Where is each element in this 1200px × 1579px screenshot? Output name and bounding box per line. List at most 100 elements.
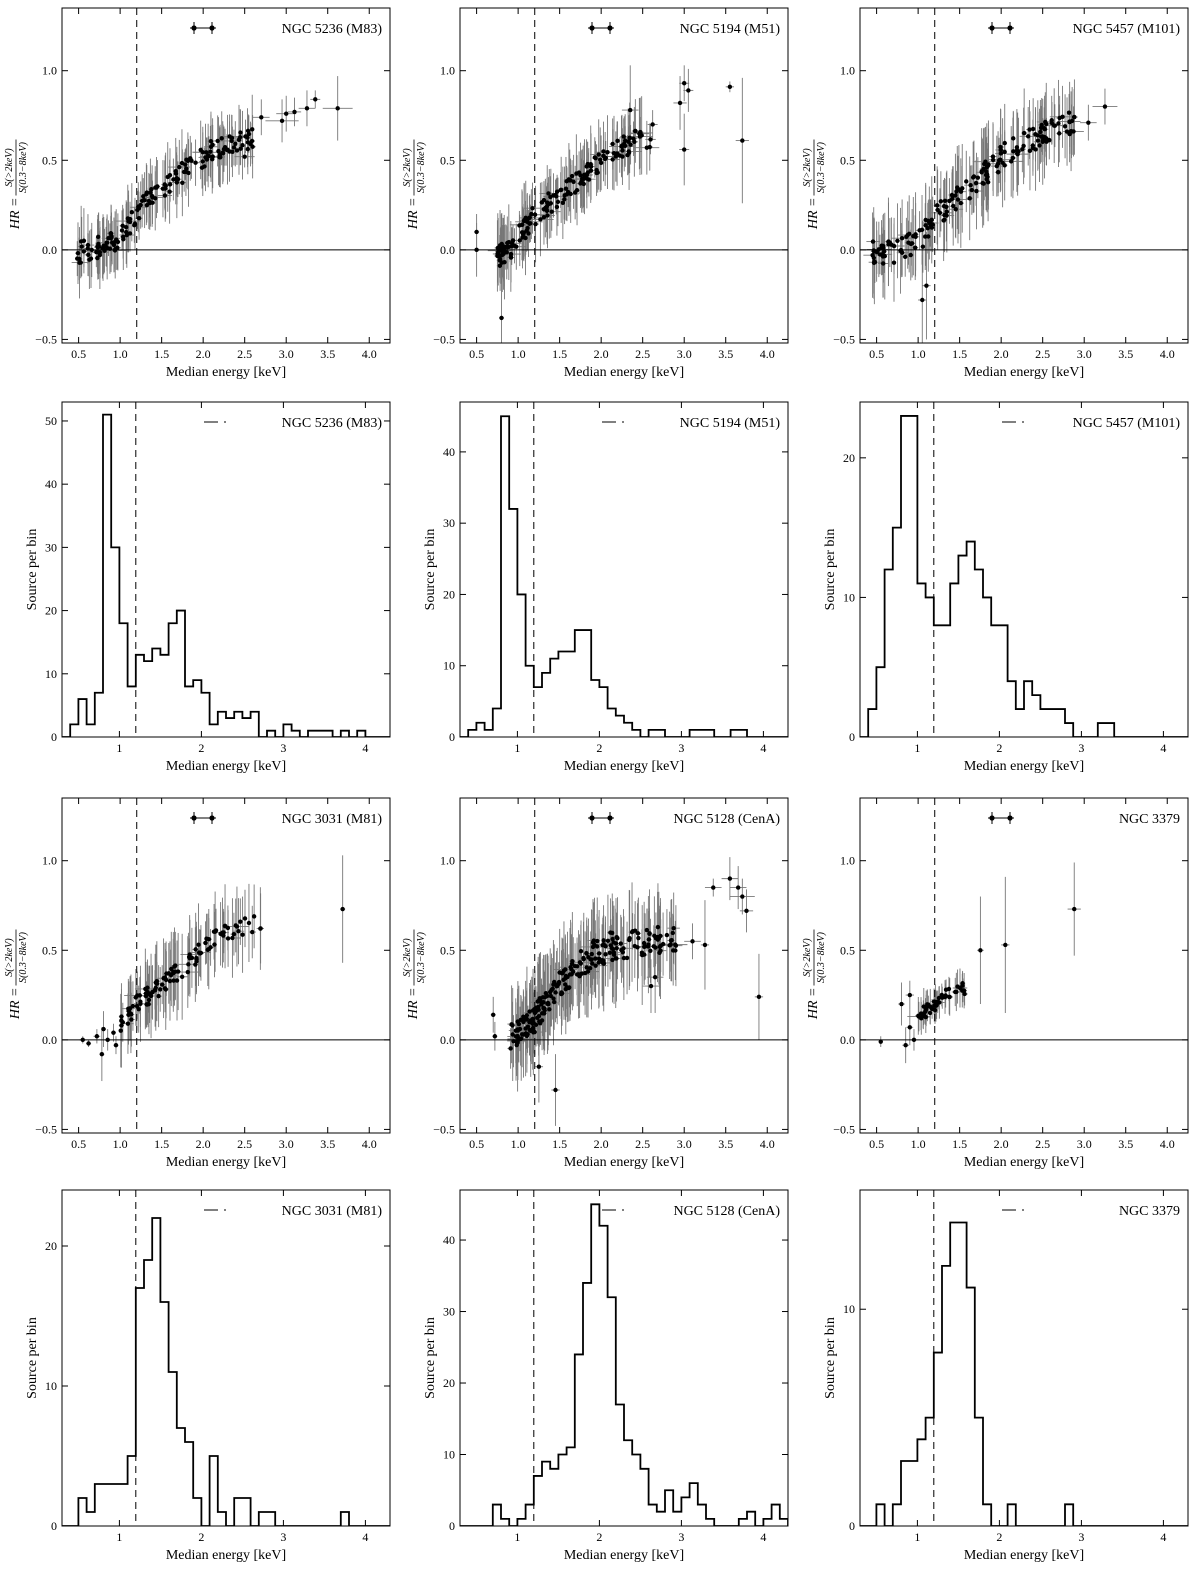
data-point [547, 989, 553, 995]
plot-area [62, 1190, 390, 1526]
hr-scatter-3: 0.5 1.0 1.5 2.0 2.5 3.0 3.5 4.0 −0.5 0.0 0.5 1.0 Med… [802, 7, 1189, 380]
axes-frame [459, 7, 789, 344]
y-axis-label: Source per bin [25, 529, 40, 611]
x-tick-label: 3 [678, 741, 684, 755]
data-point [222, 924, 228, 929]
data-point [1040, 134, 1045, 139]
data-point [1071, 129, 1076, 134]
data-point [598, 160, 604, 166]
legend-label: NGC 5194 (M51) [680, 416, 781, 431]
y-axis-label-numerator: S(>2keV) [802, 938, 813, 977]
y-tick-label: 0.5 [840, 153, 855, 167]
data-point [163, 977, 169, 983]
data-point [193, 962, 198, 967]
data-point [525, 225, 530, 231]
legend-label: NGC 5128 (CenA) [673, 812, 780, 827]
data-point [304, 106, 310, 111]
data-point [990, 154, 996, 159]
data-point [167, 173, 173, 178]
data-point [913, 245, 918, 250]
data-point [870, 239, 876, 244]
data-point [220, 150, 226, 156]
data-point [669, 937, 674, 943]
data-point [174, 978, 180, 983]
data-point [932, 1007, 938, 1013]
data-point [955, 984, 960, 989]
axes-frame [61, 1189, 391, 1527]
data-point [664, 932, 670, 938]
data-point [517, 238, 522, 243]
data-point [233, 923, 238, 928]
data-point [510, 1032, 515, 1037]
data-point [238, 134, 243, 140]
data-point [682, 81, 687, 86]
data-point [508, 254, 514, 259]
data-point [240, 143, 245, 148]
x-tick-label: 0.5 [469, 1137, 484, 1151]
legend: NGC 5194 (M51) [602, 416, 780, 431]
data-point [601, 938, 606, 943]
legend-label: NGC 3379 [1119, 812, 1180, 827]
data-point [756, 994, 762, 1000]
data-point [560, 970, 565, 976]
data-point [1025, 134, 1031, 139]
data-point [558, 187, 564, 193]
x-tick-label: 0.5 [71, 1137, 86, 1151]
data-point [618, 941, 623, 946]
data-point [86, 252, 91, 258]
data-point [673, 942, 678, 947]
legend-marker [589, 25, 595, 31]
x-tick-label: 1.0 [911, 347, 926, 361]
data-point [1010, 155, 1016, 161]
data-point [148, 190, 153, 195]
data-point [530, 1021, 535, 1027]
axes-frame [459, 401, 789, 738]
y-axis-label-numerator: S(>2keV) [802, 148, 813, 187]
data-point [77, 260, 82, 265]
x-tick-label: 2 [596, 1530, 602, 1544]
y-axis-label-hr: HR = [406, 198, 421, 231]
data-point [590, 961, 595, 966]
x-tick-label: 4 [760, 1530, 766, 1544]
legend-marker [1007, 25, 1013, 31]
data-point [95, 255, 100, 261]
data-point [937, 1000, 942, 1005]
data-point [920, 244, 926, 249]
legend: NGC 5457 (M101) [988, 22, 1180, 37]
data-point [1049, 120, 1055, 126]
x-tick-label: 1.5 [552, 347, 567, 361]
data-point [655, 937, 661, 942]
data-point [167, 189, 172, 194]
x-axis-label: Median energy [keV] [564, 365, 684, 380]
data-point [231, 145, 237, 150]
data-point [545, 1000, 551, 1006]
data-point [652, 974, 658, 980]
data-point [520, 232, 526, 237]
data-point [1056, 121, 1061, 126]
data-point [284, 111, 289, 116]
data-point [596, 152, 601, 157]
data-point [86, 1041, 91, 1046]
legend: NGC 5128 (CenA) [588, 812, 780, 827]
data-point [633, 128, 638, 134]
data-point [554, 194, 559, 199]
x-axis-label: Median energy [keV] [564, 1155, 684, 1170]
legend-marker [191, 25, 197, 31]
axes-frame [859, 1189, 1189, 1527]
legend-label: NGC 5457 (M101) [1073, 22, 1181, 37]
data-point [249, 138, 255, 144]
data-point [111, 1030, 116, 1035]
axes-frame [859, 401, 1189, 738]
data-point [540, 995, 546, 1000]
data-point [521, 218, 527, 224]
data-point [94, 1034, 100, 1039]
y-axis-label-numerator: S(>2keV) [402, 938, 413, 977]
data-point [555, 199, 561, 205]
y-axis-label-denominator: S(0.3−8keV) [416, 931, 427, 983]
data-point [150, 195, 155, 200]
x-tick-label: 3.0 [1077, 1137, 1092, 1151]
data-point [166, 971, 171, 976]
data-point [627, 937, 632, 943]
data-point [245, 140, 251, 145]
data-point [969, 187, 975, 193]
